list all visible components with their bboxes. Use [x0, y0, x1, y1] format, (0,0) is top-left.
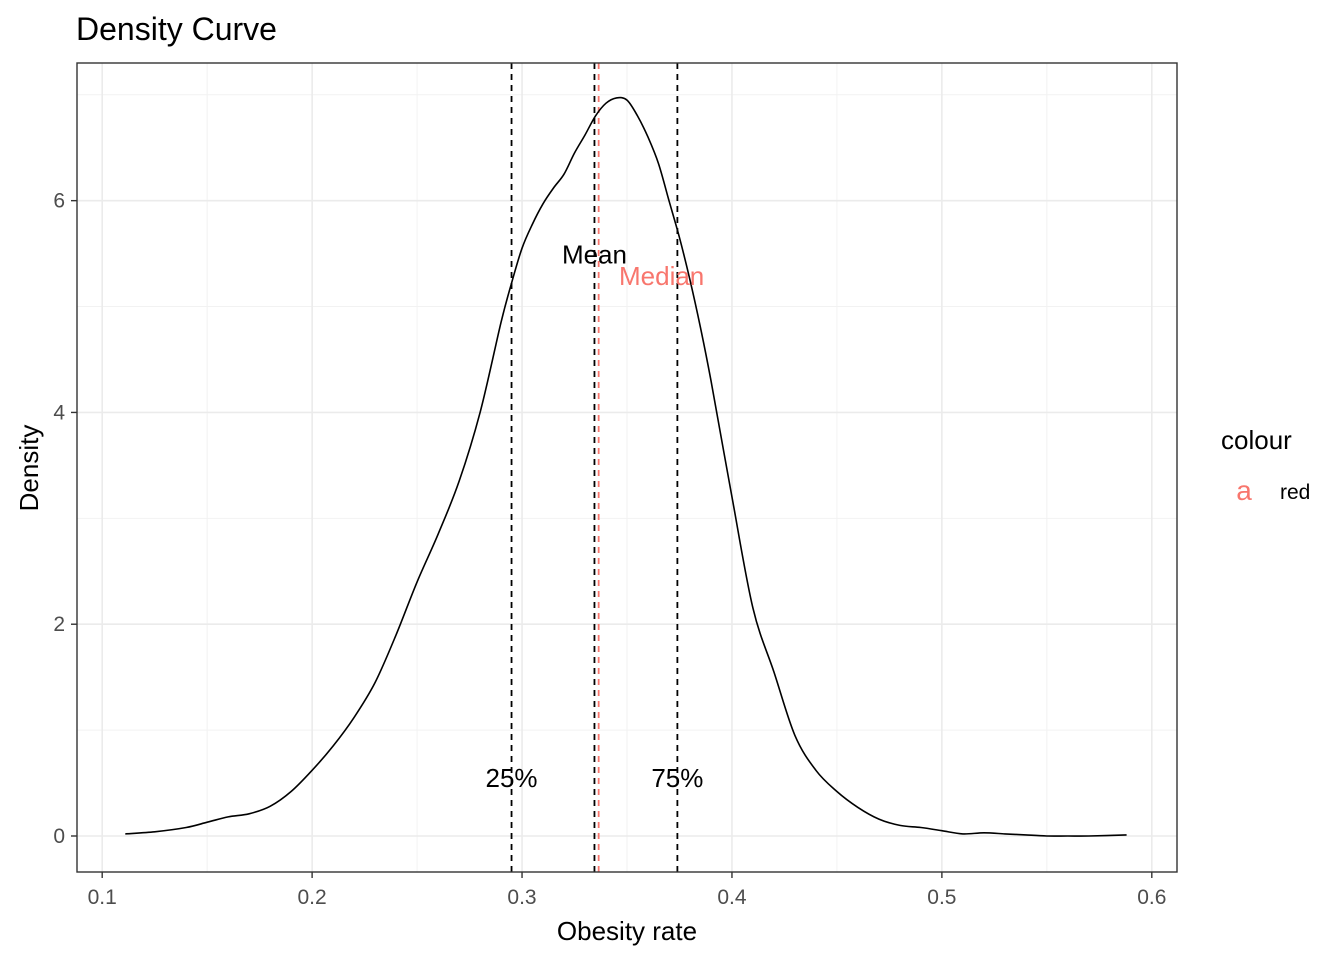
annotation-label: Mean — [562, 240, 627, 270]
grid-major — [77, 63, 1177, 872]
chart-title: Density Curve — [76, 11, 277, 47]
x-axis-title: Obesity rate — [557, 916, 697, 946]
legend-title: colour — [1221, 425, 1292, 455]
y-tick-label: 4 — [53, 401, 65, 424]
x-tick-label: 0.6 — [1137, 886, 1166, 909]
legend-key-symbol: a — [1236, 475, 1252, 506]
y-tick-label: 2 — [53, 613, 65, 636]
legend: colour a red — [1221, 425, 1310, 506]
y-tick-label: 0 — [53, 825, 65, 848]
y-tick-label: 6 — [53, 190, 65, 213]
x-tick-label: 0.5 — [927, 886, 956, 909]
y-axis: 0 2 4 6 — [53, 190, 77, 848]
grid-minor — [77, 63, 1177, 872]
x-axis: 0.1 0.2 0.3 0.4 0.5 0.6 — [88, 872, 1166, 909]
x-tick-label: 0.3 — [507, 886, 536, 909]
annotation-label: 25% — [486, 763, 538, 793]
annotation-label: Median — [619, 261, 704, 291]
reference-lines — [510, 63, 679, 872]
x-tick-label: 0.2 — [298, 886, 327, 909]
y-axis-title: Density — [14, 425, 44, 512]
legend-label: red — [1280, 481, 1310, 504]
density-curve — [125, 96, 1127, 837]
x-tick-label: 0.4 — [717, 886, 747, 909]
annotation-label: 75% — [651, 763, 703, 793]
panel-border — [76, 62, 1178, 873]
x-tick-label: 0.1 — [88, 886, 117, 909]
